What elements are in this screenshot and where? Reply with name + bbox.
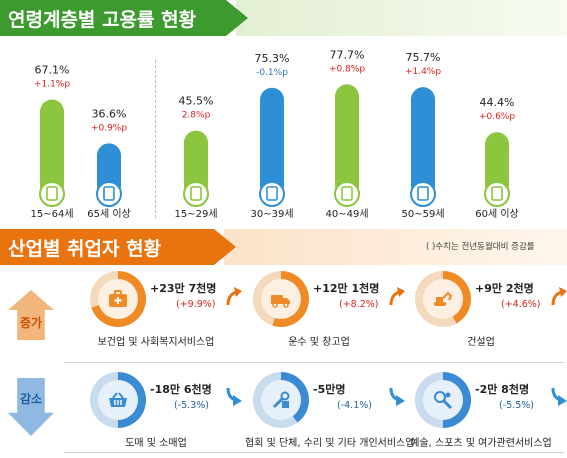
industry-name: 운수 및 창고업 [288,337,350,348]
header-ribbon [224,229,567,265]
value-label: 75.7% [406,51,441,64]
header-ribbon [236,0,567,36]
document-glyph [46,186,58,201]
document-glyph [341,186,353,201]
tick-label: 40~49세 [325,208,368,220]
section-title-industry: 산업별 취업자 현황 [0,229,236,265]
excavator-icon [423,279,463,319]
value-label: 45.5% [179,95,214,108]
industry-change: (+4.6%) [501,299,541,310]
document-glyph [417,186,429,201]
change-label: 2.8%p [182,111,211,121]
industry-change: (-5.5%) [499,400,534,411]
document-icon [484,181,510,207]
industry-value: +12만 1천명 [313,282,380,295]
change-label: +1.4%p [405,67,441,77]
industry-indicator: -18만 6천명 (-5.3%) 도매 및 소매업 [90,372,248,452]
value-label: 36.6% [92,107,127,120]
trend-up-icon [224,285,244,311]
bar-30~39세 [260,87,284,198]
bar-60세 이상 [485,132,509,198]
value-label: 77.7% [330,48,365,61]
industry-indicator: +23만 7천명 (+9.9%) 보건업 및 사회복지서비스업 [90,271,248,351]
value-label: 75.3% [255,52,290,65]
footnote: ( )수치는 전년동월대비 증감률 [426,242,535,252]
industry-value: -5만명 [313,383,346,396]
industry-change: (-5.3%) [174,400,209,411]
change-label: +0.9%p [91,123,127,133]
change-label: -0.1%p [256,68,288,78]
industry-indicator: +12만 1천명 (+8.2%) 운수 및 창고업 [253,271,411,351]
document-icon [259,181,285,207]
document-glyph [266,186,278,201]
group-divider [155,60,156,218]
row-divider [64,452,564,453]
tick-label: 65세 이상 [87,208,131,220]
progress-ring [90,372,146,428]
increase-arrow-tag: 증가 [8,290,54,340]
industry-indicator: +9만 2천명 (+4.6%) 건설업 [415,271,567,351]
change-label: +1.1%p [34,80,70,90]
bar-15~64세 [40,99,64,198]
document-icon [183,181,209,207]
progress-ring [253,271,309,327]
change-label: +0.6%p [479,112,515,122]
tick-label: 30~39세 [250,208,293,220]
bar-50~59세 [411,87,435,198]
industry-value: -18만 6천명 [150,383,212,396]
decrease-arrow-tag: 감소 [8,378,54,436]
industry-name: 도매 및 소매업 [125,438,187,449]
row-divider [64,362,564,363]
industry-change: (-4.1%) [337,400,372,411]
section-header-age: 연령계층별 고용률 현황 [0,0,567,36]
first-aid-kit-icon [98,279,138,319]
section-header-industry: 산업별 취업자 현황 [0,229,567,265]
truck-icon [261,279,301,319]
bar-40~49세 [335,84,359,198]
trend-down-icon [224,386,244,412]
document-icon [96,181,122,207]
tick-label: 50~59세 [401,208,444,220]
value-label: 44.4% [480,96,515,109]
document-glyph [491,186,503,201]
document-icon [334,181,360,207]
trend-up-icon [387,285,407,311]
industry-value: -2만 8천명 [475,383,530,396]
progress-ring [415,372,471,428]
trend-down-icon [387,386,407,412]
industry-name: 건설업 [467,337,495,348]
progress-ring [253,372,309,428]
decrease-label: 감소 [19,391,43,406]
increase-label: 증가 [19,315,43,330]
document-icon [410,181,436,207]
industry-name: 보건업 및 사회복지서비스업 [97,337,215,348]
tick-label: 60세 이상 [475,208,519,220]
industry-indicator: -5만명 (-4.1%) 협회 및 단체, 수리 및 기타 개인서비스업 [245,372,414,452]
industry-change: (+9.9%) [176,299,216,310]
tools-icon [261,380,301,420]
industry-indicator: -2만 8천명 (-5.5%) 예술, 스포츠 및 여가관련서비스업 [410,372,567,452]
shopping-basket-icon [98,380,138,420]
document-glyph [190,186,202,201]
age-employment-chart: 67.1% +1.1%p 15~64세 36.6% +0.9%p 65세 이상 45.5% 2… [30,48,519,220]
industry-change: (+8.2%) [339,299,379,310]
tick-label: 15~29세 [174,208,217,220]
section-title-age: 연령계층별 고용률 현황 [0,0,248,36]
trend-down-icon [549,386,567,412]
art-sport-icon [423,380,463,420]
value-label: 67.1% [35,64,70,77]
trend-up-icon [549,285,567,311]
industry-value: +9만 2천명 [475,282,534,295]
document-icon [39,181,65,207]
industry-name: 예술, 스포츠 및 여가관련서비스업 [410,438,552,449]
progress-ring [415,271,471,327]
change-label: +0.8%p [329,64,365,74]
tick-label: 15~64세 [30,208,73,220]
bar-15~29세 [184,130,208,198]
document-glyph [103,186,115,201]
industry-name: 협회 및 단체, 수리 및 기타 개인서비스업 [245,438,415,449]
progress-ring [90,271,146,327]
industry-value: +23만 7천명 [150,282,217,295]
